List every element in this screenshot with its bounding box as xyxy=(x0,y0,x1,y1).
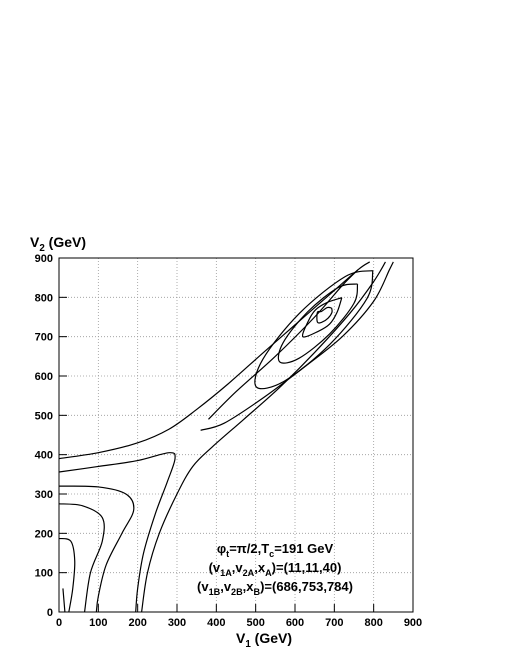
contour-line xyxy=(254,269,374,390)
text-segment: φ xyxy=(217,541,226,556)
text-segment: =191 GeV xyxy=(274,541,333,556)
subscript: 1 xyxy=(245,639,251,650)
x-tick-label: 900 xyxy=(404,617,422,629)
y-tick-label: 700 xyxy=(35,332,53,344)
x-tick-label: 300 xyxy=(168,617,186,629)
annotation: (v1B,v2B,xB)=(686,753,784) xyxy=(197,579,353,597)
contour-line xyxy=(58,485,135,613)
subscript: t xyxy=(226,549,229,559)
y-tick-label: 500 xyxy=(35,410,53,422)
x-axis-label: V1 (GeV) xyxy=(236,630,292,650)
contour-line xyxy=(58,537,76,613)
text-segment: ,v xyxy=(232,560,244,575)
contour-line xyxy=(58,452,176,613)
contour-line xyxy=(200,261,394,431)
contour-line xyxy=(58,503,105,613)
subscript: 2 xyxy=(39,243,45,254)
subscript: 2B xyxy=(231,587,243,597)
y-tick-label: 100 xyxy=(35,568,53,580)
contour-line xyxy=(62,588,66,613)
text-segment: V xyxy=(236,630,246,646)
x-tick-label: 500 xyxy=(246,617,264,629)
subscript: 1A xyxy=(220,568,232,578)
x-tick-label: 400 xyxy=(207,617,225,629)
text-segment: ,v xyxy=(220,579,232,594)
text-segment: )=(686,753,784) xyxy=(260,579,353,594)
y-tick-label: 300 xyxy=(35,489,53,501)
text-segment: (v xyxy=(209,560,221,575)
y-tick-label: 900 xyxy=(35,253,53,265)
annotation: φt=π/2,Tc=191 GeV xyxy=(217,541,334,559)
y-tick-label: 400 xyxy=(35,450,53,462)
x-tick-label: 0 xyxy=(56,617,62,629)
text-segment: ,x xyxy=(254,560,266,575)
x-tick-label: 200 xyxy=(128,617,146,629)
text-segment: =π/2,T xyxy=(229,541,269,556)
text-segment: (v xyxy=(197,579,209,594)
y-tick-label: 600 xyxy=(35,371,53,383)
contour-line xyxy=(316,306,333,324)
x-tick-label: 800 xyxy=(364,617,382,629)
subscript: c xyxy=(269,549,274,559)
y-tick-label: 200 xyxy=(35,528,53,540)
text-segment: (GeV) xyxy=(45,234,86,250)
annotation: (v1A,v2A,xA)=(11,11,40) xyxy=(209,560,342,578)
x-tick-label: 700 xyxy=(325,617,343,629)
contour-line xyxy=(277,283,359,364)
x-tick-label: 100 xyxy=(89,617,107,629)
text-segment: ,x xyxy=(243,579,255,594)
contour-line xyxy=(141,261,386,613)
subscript: 2A xyxy=(243,568,255,578)
x-tick-label: 600 xyxy=(286,617,304,629)
y-axis-label: V2 (GeV) xyxy=(30,234,86,254)
y-tick-label: 0 xyxy=(47,607,53,619)
contour-line xyxy=(58,261,371,460)
text-segment: (GeV) xyxy=(251,630,292,646)
subscript: B xyxy=(254,587,261,597)
contour-line xyxy=(301,297,343,338)
text-segment: V xyxy=(30,234,40,250)
subscript: 1B xyxy=(209,587,221,597)
contour-line xyxy=(208,269,359,420)
text-segment: )=(11,11,40) xyxy=(272,560,342,575)
plot-frame xyxy=(58,257,414,613)
subscript: A xyxy=(265,568,272,578)
y-tick-label: 800 xyxy=(35,292,53,304)
